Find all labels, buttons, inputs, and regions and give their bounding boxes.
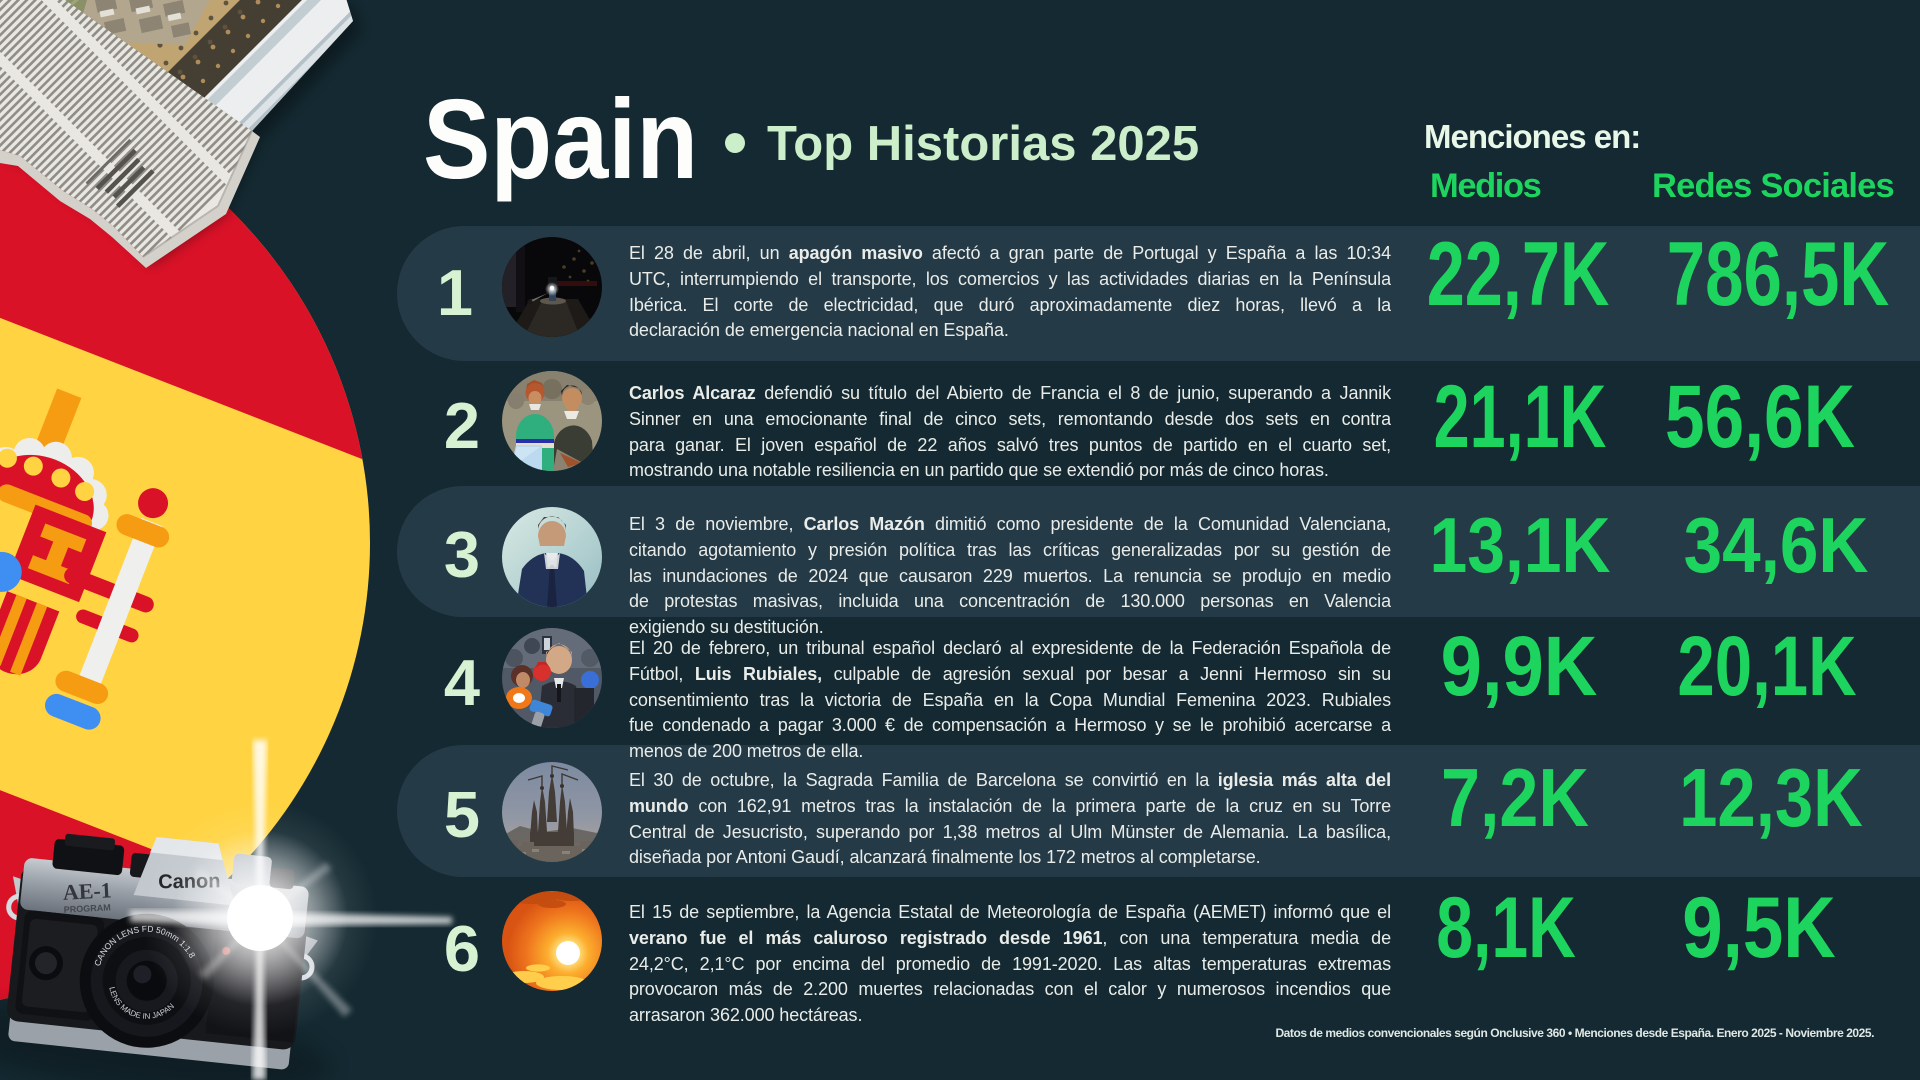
svg-text:AE-1: AE-1 <box>62 877 112 905</box>
svg-text:PROGRAM: PROGRAM <box>63 902 110 914</box>
